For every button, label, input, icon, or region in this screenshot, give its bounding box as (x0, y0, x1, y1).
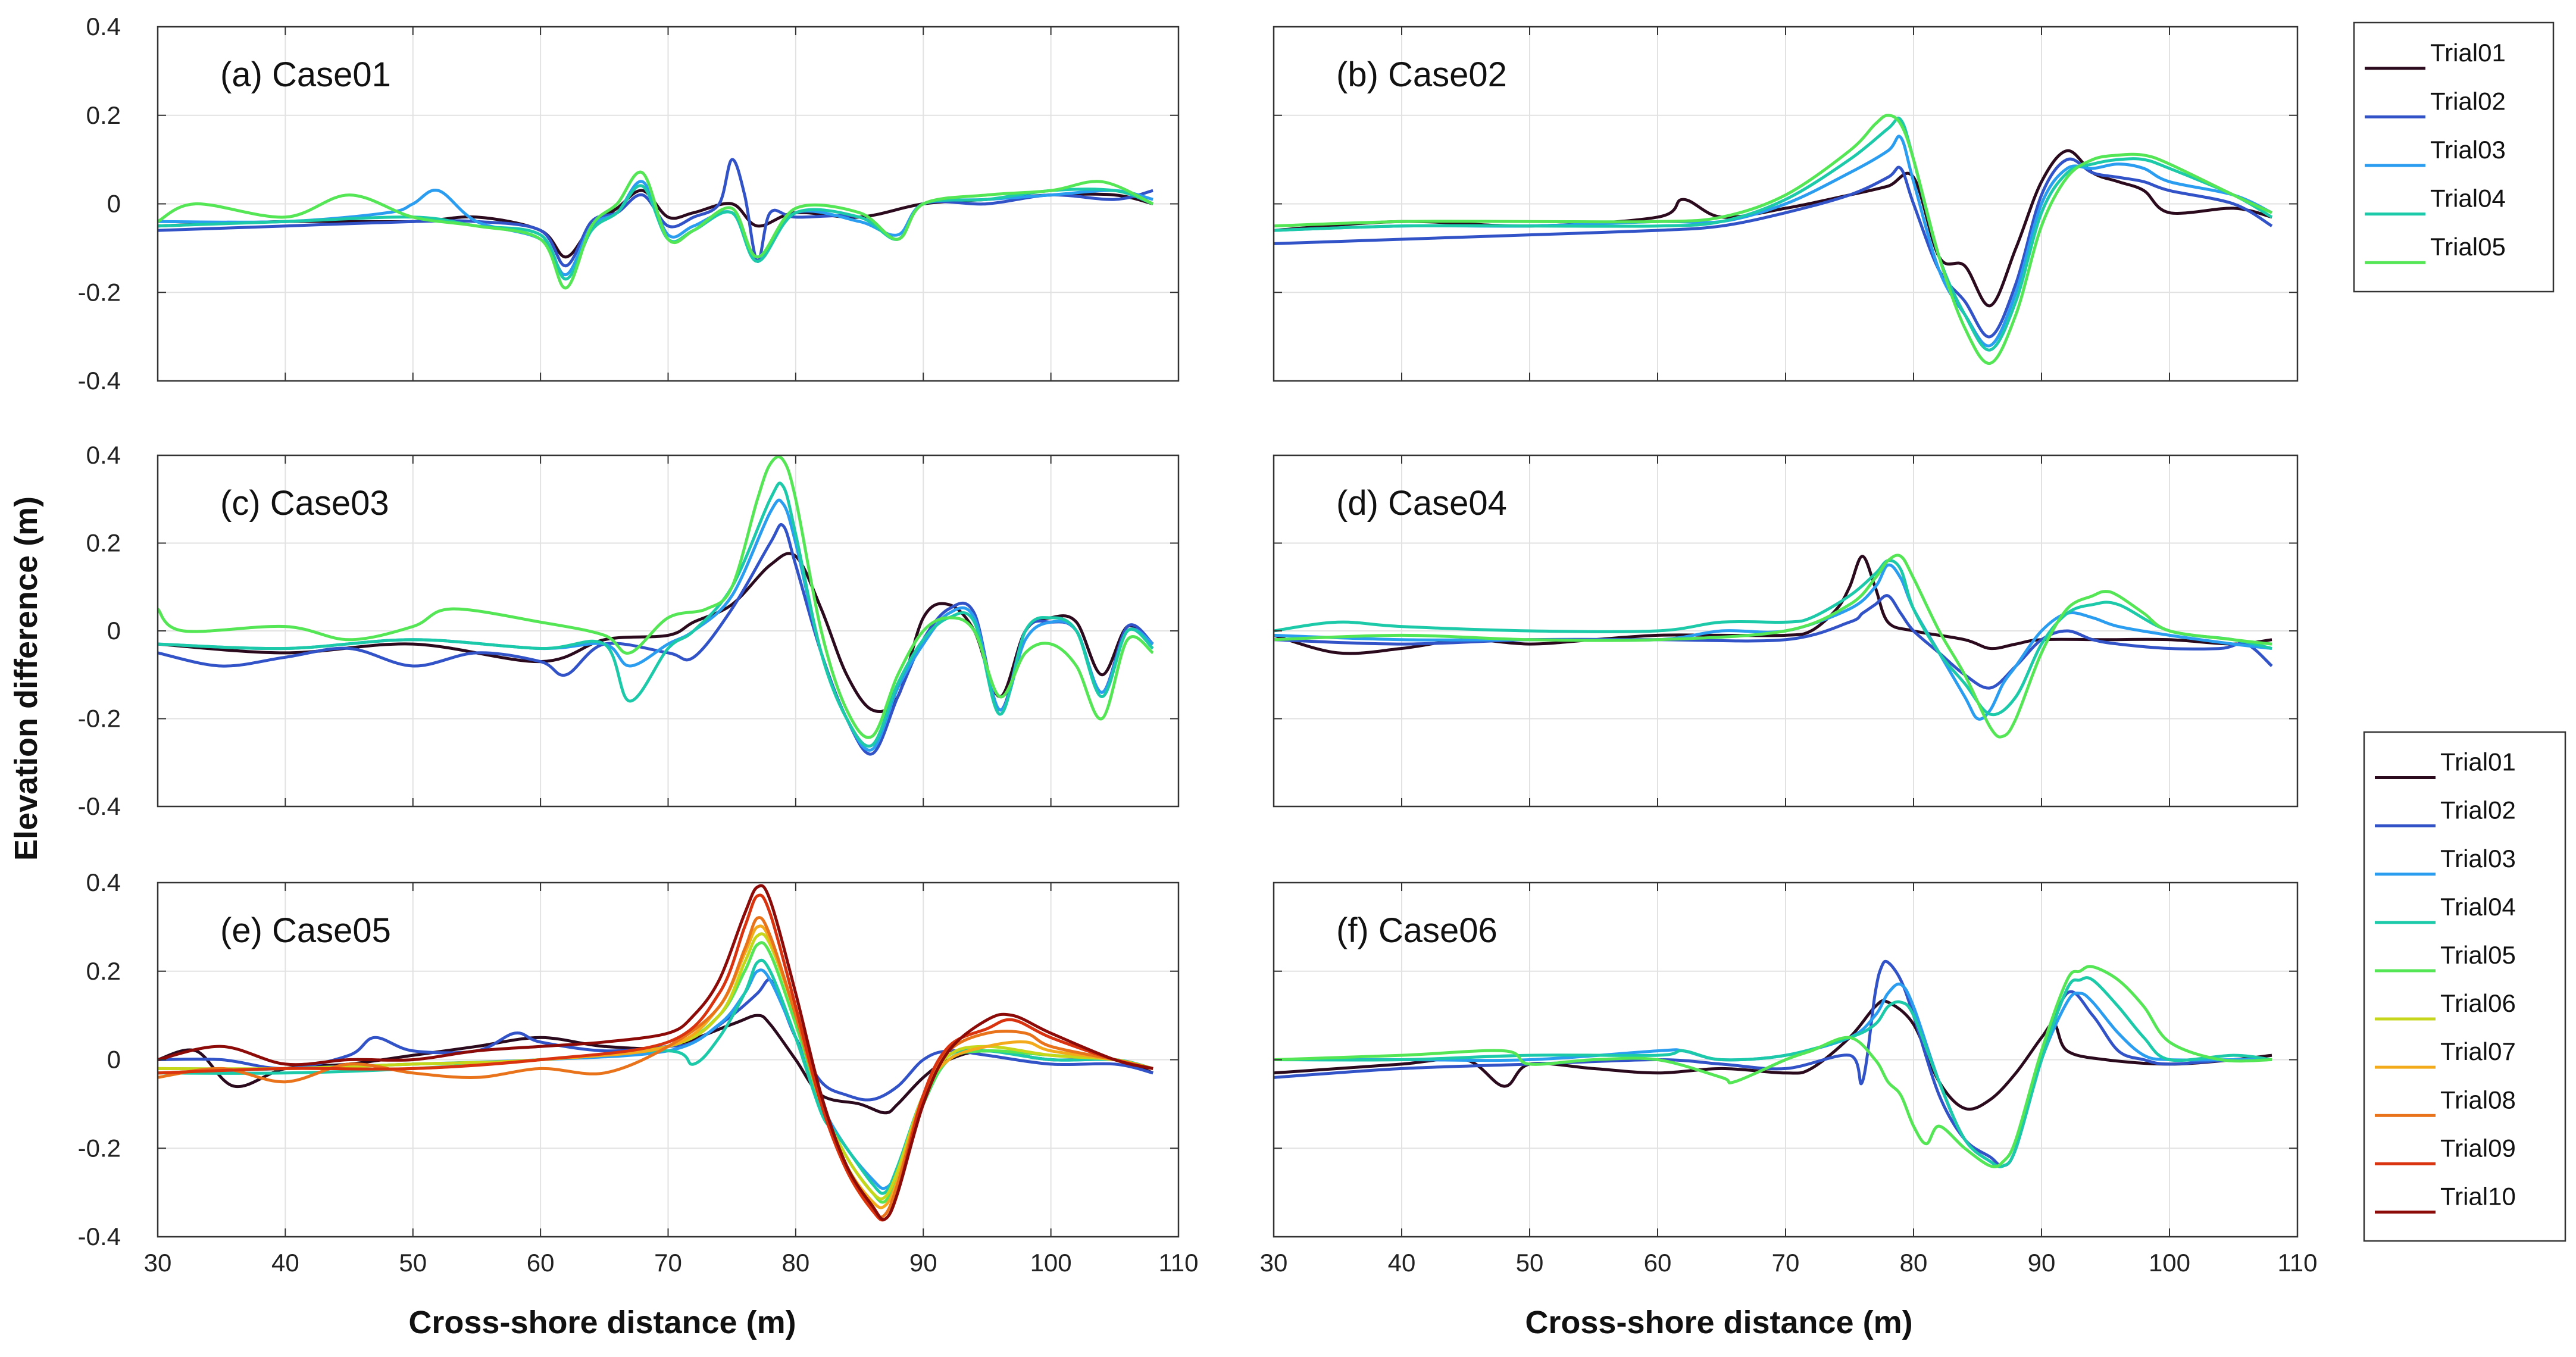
legends: Trial01Trial02Trial03Trial04Trial05Trial… (2353, 21, 2566, 1242)
series-line-trial05 (1274, 114, 2273, 365)
panel-title: (d) Case04 (1336, 484, 1507, 523)
x-tick-label: 50 (1516, 1249, 1544, 1277)
x-tick-label: 70 (654, 1249, 682, 1277)
series-line-trial04 (1274, 559, 2272, 717)
legend-box (2363, 731, 2566, 1242)
legend-label-trial07: Trial07 (2440, 1037, 2516, 1065)
x-axis-label-right: Cross-shore distance (m) (1525, 1305, 1912, 1340)
panels: 0.40.20-0.2-0.4(a) Case01 (b) Case020.40.… (78, 12, 2318, 1277)
x-tick-label: 80 (1900, 1249, 1928, 1277)
series-line-trial02 (1274, 157, 2273, 339)
series-group (1274, 554, 2273, 739)
x-tick-label: 70 (1772, 1249, 1800, 1277)
series-line-trial05 (158, 170, 1154, 290)
panel-3: 0.4 0.2 0 -0.2 -0.4 (c) Case03 (78, 441, 1180, 820)
panel-1: 0.4 0.2 0 -0.2 -0.4 (a) Case01 (78, 12, 1180, 395)
panel-4: (d) Case04 (1273, 454, 2299, 808)
series-line-trial04 (158, 481, 1154, 748)
panel-title: (e) Case05 (220, 911, 391, 950)
legend-label-trial01: Trial01 (2430, 39, 2506, 67)
y-tick-label: -0.4 (78, 1222, 121, 1250)
y-tick-label: 0.4 (86, 441, 121, 469)
legend-label-trial04: Trial04 (2430, 185, 2506, 212)
y-tick-label: -0.4 (78, 792, 121, 820)
y-tick-label: -0.2 (78, 705, 121, 733)
panel-5: 0.4 0.2 0 -0.2 -0.4 30 40 50 60 70 80 90 100 110 (e) C… (78, 868, 1199, 1277)
legend-label-trial05: Trial05 (2440, 941, 2516, 969)
panel-6: 30 40 50 60 70 80 90 100 110 (f) Case06 (1260, 881, 2318, 1277)
x-tick-label: 90 (2028, 1249, 2056, 1277)
legend-label-trial04: Trial04 (2440, 893, 2516, 921)
legend-label-trial01: Trial01 (2440, 748, 2516, 776)
series-line-trial10 (158, 884, 1153, 1221)
panel-title: (b) Case02 (1336, 55, 1507, 94)
series-group (158, 455, 1154, 756)
series-group (158, 884, 1153, 1222)
y-tick-label: 0 (107, 190, 121, 218)
panel-title: (a) Case01 (220, 55, 391, 94)
x-tick-label: 40 (271, 1249, 299, 1277)
y-axis-label: Elevation difference (m) (8, 496, 44, 861)
legend-label-trial02: Trial02 (2430, 87, 2506, 115)
legend-label-trial08: Trial08 (2440, 1086, 2516, 1114)
series-group (1274, 114, 2273, 365)
legend-label-trial09: Trial09 (2440, 1134, 2516, 1162)
series-line-trial08 (158, 916, 1153, 1219)
legend-label-trial10: Trial10 (2440, 1182, 2516, 1210)
x-tick-label: 110 (1159, 1249, 1199, 1277)
x-tick-label: 100 (1030, 1249, 1072, 1277)
y-tick-label: 0.2 (86, 957, 121, 985)
legend-label-trial05: Trial05 (2430, 233, 2506, 261)
panel-2: (b) Case02 (1273, 26, 2299, 382)
series-group (158, 158, 1154, 290)
legend-label-trial03: Trial03 (2440, 845, 2516, 873)
y-tick-label: 0.2 (86, 101, 121, 129)
y-tick-label: -0.2 (78, 278, 121, 306)
y-tick-label: 0 (107, 1046, 121, 1074)
legend-top-right: Trial01 Trial02 Trial03 Trial04 Trial05 (2353, 21, 2555, 293)
panel-title: (c) Case03 (220, 484, 389, 523)
legend-label-trial06: Trial06 (2440, 989, 2516, 1017)
x-tick-label: 30 (144, 1249, 172, 1277)
y-tick-label: 0.2 (86, 529, 121, 557)
x-tick-label: 90 (909, 1249, 937, 1277)
panel-title: (f) Case06 (1336, 911, 1498, 950)
legend-label-trial02: Trial02 (2440, 796, 2516, 824)
series-line-trial09 (158, 893, 1153, 1222)
x-tick-label: 110 (2278, 1249, 2318, 1277)
x-tick-label: 40 (1388, 1249, 1416, 1277)
series-line-trial01 (158, 1014, 1153, 1115)
x-tick-label: 80 (782, 1249, 810, 1277)
y-tick-label: -0.4 (78, 367, 121, 395)
x-tick-label: 60 (527, 1249, 555, 1277)
legend-label-trial03: Trial03 (2430, 136, 2506, 164)
x-axis-label-left: Cross-shore distance (m) (408, 1305, 796, 1340)
x-tick-label: 30 (1260, 1249, 1288, 1277)
y-tick-label: 0.4 (86, 868, 121, 896)
y-tick-label: 0 (107, 617, 121, 645)
series-line-trial05 (158, 455, 1154, 739)
series-line-trial04 (1274, 976, 2272, 1168)
series-line-trial05 (1274, 554, 2272, 739)
y-tick-label: 0.4 (86, 12, 121, 40)
series-line-trial05 (1274, 965, 2272, 1168)
x-tick-label: 100 (2149, 1249, 2190, 1277)
legend-bottom-right: Trial01 Trial02 Trial03 Trial04 Trial05 Trial… (2363, 731, 2566, 1242)
x-tick-label: 50 (399, 1249, 427, 1277)
x-tick-label: 60 (1644, 1249, 1672, 1277)
y-tick-label: -0.2 (78, 1134, 121, 1162)
series-group (1274, 959, 2272, 1168)
